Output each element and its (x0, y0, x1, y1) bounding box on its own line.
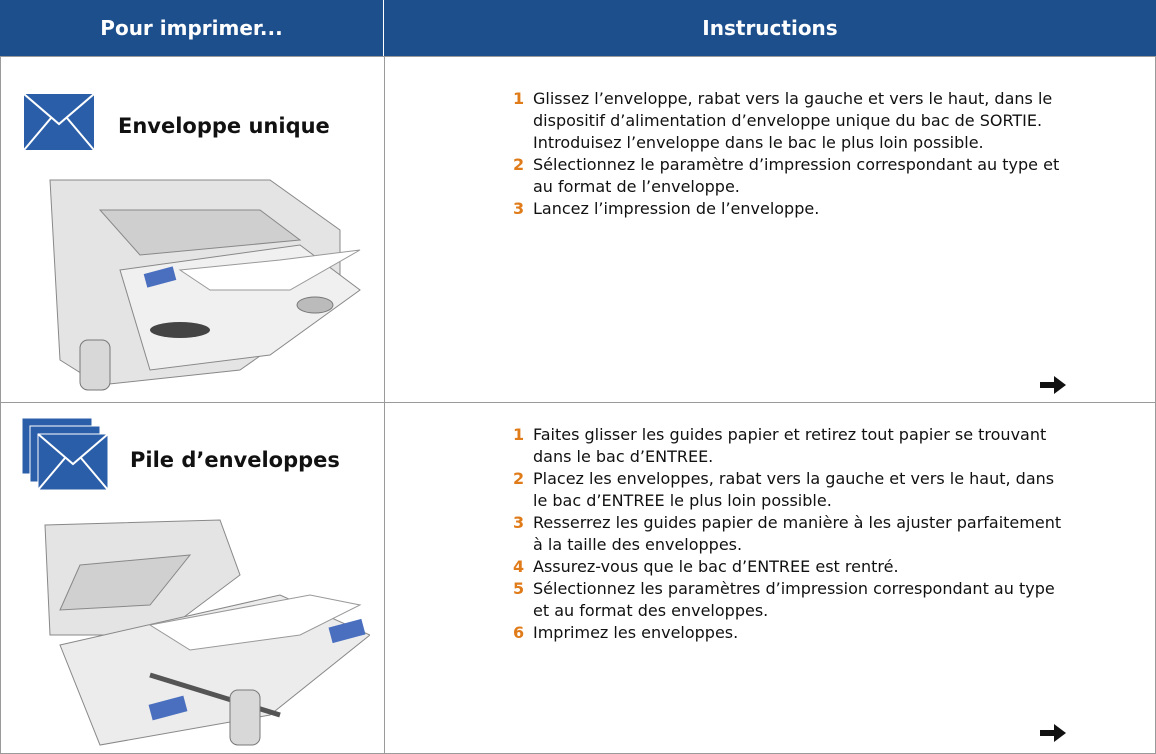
envelopes-icon (22, 418, 109, 490)
step: 1 Faites glisser les guides papier et ret… (513, 424, 1073, 468)
step-number: 1 (513, 89, 525, 108)
step-list: 1 Glissez l’enveloppe, rabat vers la gauc… (513, 88, 1073, 220)
step-text: Glissez l’enveloppe, rabat vers la gauch… (533, 89, 1053, 152)
step-text: Lancez l’impression de l’enveloppe. (533, 199, 820, 218)
step-number: 1 (513, 425, 525, 444)
step-text: Placez les enveloppes, rabat vers la gau… (533, 469, 1055, 510)
step-text: Sélectionnez le paramètre d’impression c… (533, 155, 1060, 196)
step: 3 Lancez l’impression de l’enveloppe. (513, 198, 1073, 220)
step: 5 Sélectionnez les paramètres d’impressio… (513, 578, 1073, 622)
printer-illustration (49, 179, 361, 391)
next-arrow[interactable] (1040, 724, 1066, 742)
row-title: Pile d’enveloppes (130, 448, 340, 472)
step-text: Assurez-vous que le bac d’ENTREE est ren… (533, 557, 899, 576)
step: 2 Placez les enveloppes, rabat vers la ga… (513, 468, 1073, 512)
envelope-icon (24, 94, 94, 150)
step-text: Imprimez les enveloppes. (533, 623, 739, 642)
step: 4 Assurez-vous que le bac d’ENTREE est re… (513, 556, 1073, 578)
step: 1 Glissez l’enveloppe, rabat vers la gauc… (513, 88, 1073, 154)
step-text: Faites glisser les guides papier et reti… (533, 425, 1047, 466)
step-number: 3 (513, 199, 525, 218)
step-text: Resserrez les guides papier de manière à… (533, 513, 1062, 554)
step-number: 2 (513, 469, 525, 488)
next-arrow[interactable] (1040, 376, 1066, 394)
row-title: Enveloppe unique (118, 114, 330, 138)
step: 3 Resserrez les guides papier de manière … (513, 512, 1073, 556)
printer-illustration (44, 519, 370, 746)
step: 2 Sélectionnez le paramètre d’impression … (513, 154, 1073, 198)
step: 6 Imprimez les enveloppes. (513, 622, 1073, 644)
step-number: 3 (513, 513, 525, 532)
header-right: Instructions (384, 0, 1156, 56)
step-list: 1 Faites glisser les guides papier et ret… (513, 424, 1073, 644)
step-number: 5 (513, 579, 525, 598)
step-number: 4 (513, 557, 525, 576)
step-number: 6 (513, 623, 525, 642)
step-number: 2 (513, 155, 525, 174)
step-text: Sélectionnez les paramètres d’impression… (533, 579, 1055, 620)
header-left: Pour imprimer... (0, 0, 384, 56)
